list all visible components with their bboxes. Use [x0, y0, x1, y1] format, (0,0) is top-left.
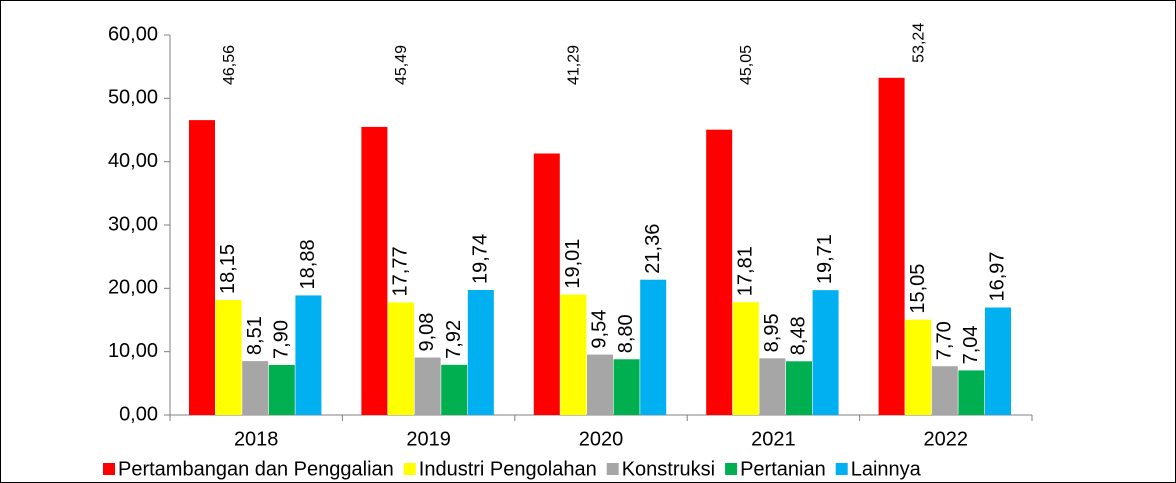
value-label: 18,15	[217, 244, 239, 294]
bar	[878, 77, 905, 416]
value-label: 8,95	[761, 313, 783, 352]
bar	[786, 361, 812, 415]
x-tick-label: 2018	[234, 428, 279, 450]
legend-swatch	[103, 463, 115, 475]
bar	[467, 289, 494, 415]
value-label: 19,74	[469, 234, 491, 284]
value-label: 8,80	[615, 314, 637, 353]
bar	[388, 302, 414, 415]
legend-label: Pertambangan dan Penggalian	[118, 458, 394, 480]
bar	[268, 364, 295, 415]
value-label: 45,05	[738, 45, 755, 85]
legend-swatch	[725, 463, 738, 475]
value-label: 15,05	[907, 264, 929, 314]
value-label: 16,97	[987, 251, 1009, 301]
bar	[985, 307, 1011, 415]
x-tick-label: 2019	[406, 428, 451, 450]
value-label: 9,08	[416, 313, 438, 352]
y-tick-label: 0,00	[119, 403, 158, 425]
bar	[295, 295, 322, 415]
value-label: 21,36	[642, 224, 664, 274]
bar	[759, 358, 786, 415]
y-tick-label: 30,00	[108, 213, 158, 235]
legend-label: Lainnya	[851, 458, 922, 480]
bar	[441, 364, 468, 415]
bar	[613, 359, 640, 415]
value-label: 45,49	[393, 45, 410, 85]
value-label: 19,71	[814, 234, 836, 284]
value-label: 53,24	[910, 23, 927, 63]
bar	[242, 361, 269, 415]
bar	[732, 302, 759, 415]
value-label: 8,48	[788, 316, 810, 355]
x-tick-label: 2021	[751, 428, 796, 450]
value-label: 8,51	[244, 316, 266, 355]
y-tick-label: 40,00	[108, 150, 158, 172]
bar	[931, 366, 958, 415]
value-label: 17,77	[390, 246, 412, 296]
value-label: 41,29	[566, 45, 583, 85]
bar	[905, 319, 932, 415]
y-tick-label: 50,00	[108, 87, 158, 109]
bar	[414, 357, 441, 415]
value-label: 7,04	[960, 325, 982, 364]
value-label: 9,54	[589, 310, 611, 349]
bar	[587, 354, 613, 415]
value-label: 46,56	[221, 45, 238, 85]
legend-swatch	[835, 463, 848, 475]
legend-label: Pertanian	[740, 458, 826, 480]
value-label: 7,70	[933, 321, 955, 360]
y-tick-label: 60,00	[108, 23, 158, 45]
bar	[361, 126, 388, 415]
legend-swatch	[606, 463, 619, 475]
value-label: 7,90	[270, 320, 292, 359]
bar	[812, 290, 839, 415]
bar	[560, 294, 587, 415]
bar	[706, 129, 733, 415]
legend-label: Industri Pengolahan	[419, 458, 597, 480]
value-label: 17,81	[734, 246, 756, 296]
x-tick-label: 2020	[579, 428, 624, 450]
bar	[215, 300, 242, 415]
y-tick-label: 10,00	[108, 340, 158, 362]
legend-label: Konstruksi	[622, 458, 715, 480]
value-label: 18,88	[297, 239, 319, 289]
value-label: 7,92	[443, 320, 465, 359]
y-tick-label: 20,00	[108, 277, 158, 299]
value-label: 19,01	[562, 239, 584, 289]
bar	[958, 370, 985, 415]
x-tick-label: 2022	[924, 428, 969, 450]
bar	[640, 279, 667, 415]
bar	[189, 120, 215, 416]
bar	[533, 153, 560, 415]
legend-swatch	[403, 463, 416, 475]
